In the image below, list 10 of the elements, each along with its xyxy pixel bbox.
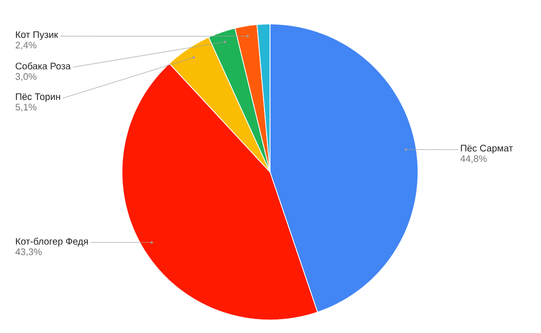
slice-label: Кот Пузик (16, 31, 58, 40)
data-label: 2,4% (16, 42, 36, 50)
data-label: 5,1% (16, 104, 36, 112)
slice-label: Пёс Сармат (460, 144, 513, 154)
slice-label: Кот-блогер Федя (16, 238, 88, 247)
slice-label: Собака Роза (16, 62, 71, 70)
data-label: 43,3% (15, 248, 42, 256)
data-label: 3,0% (16, 73, 36, 82)
data-label: 44,8% (460, 155, 487, 164)
slice-label: Пёс Торин (16, 93, 60, 102)
